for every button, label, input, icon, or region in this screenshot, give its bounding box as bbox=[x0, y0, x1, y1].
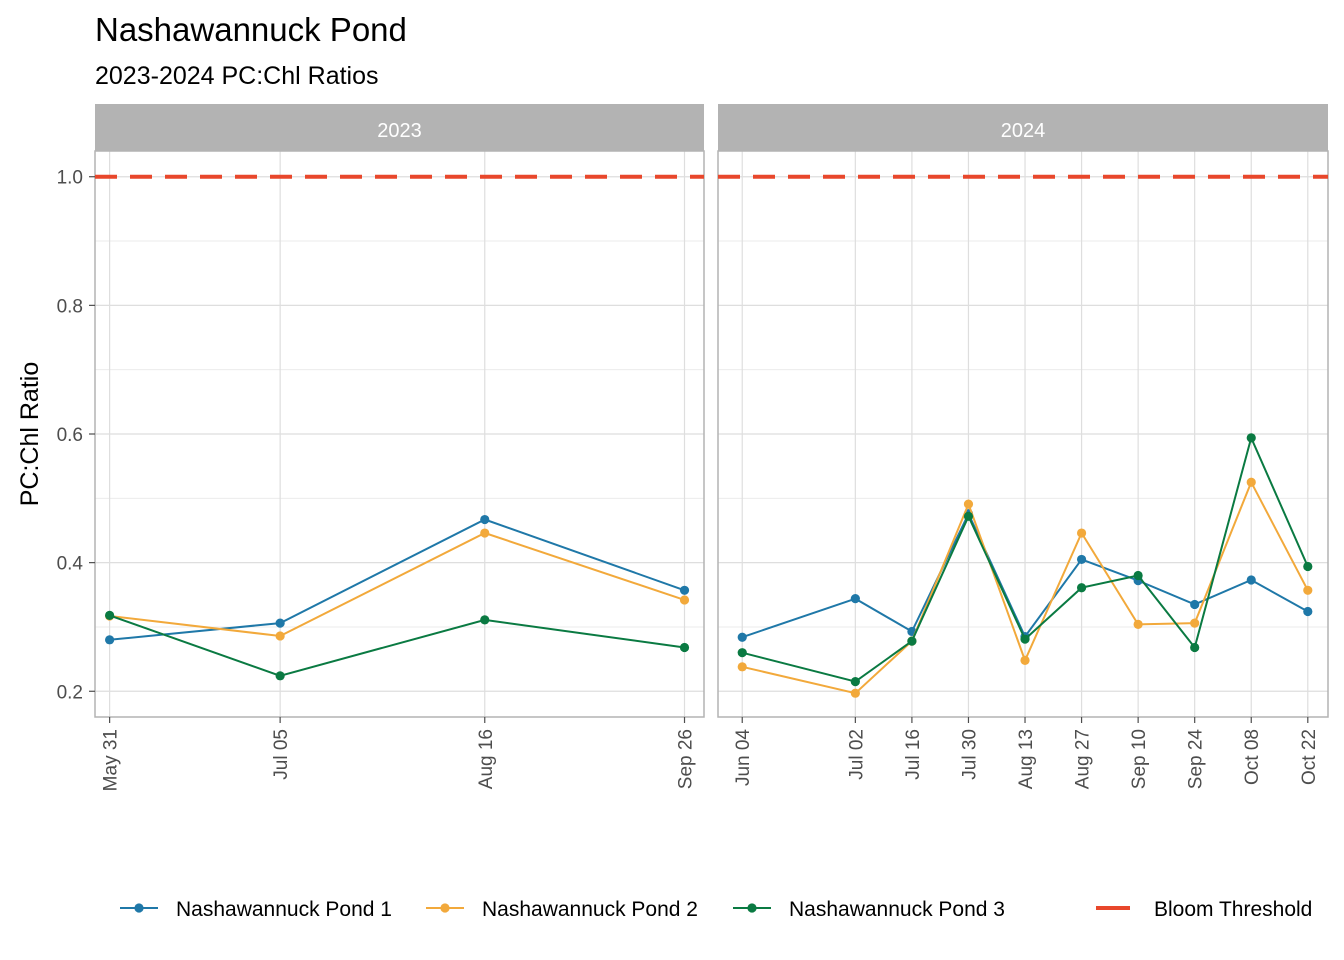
data-point bbox=[1020, 655, 1030, 666]
y-tick-label: 1.0 bbox=[57, 168, 83, 189]
chart-subtitle: 2023-2024 PC:Chl Ratios bbox=[95, 62, 379, 90]
data-point bbox=[1076, 583, 1087, 593]
legend-item-2: Nashawannuck Pond 2 bbox=[426, 898, 698, 921]
facet-panel-2023: 2023 May 31 Jul 05 Aug 16 Sep 26 0.2 0.4 0.6 0.8… bbox=[57, 104, 705, 791]
series-line bbox=[741, 434, 1309, 683]
x-tick-label: Jul 30 bbox=[959, 729, 980, 780]
y-tick-label: 0.6 bbox=[57, 425, 83, 446]
x-tick-label: Jul 05 bbox=[271, 729, 292, 780]
y-tick-label: 0.2 bbox=[57, 682, 83, 703]
data-point bbox=[679, 585, 690, 595]
legend-item-4: Bloom Threshold bbox=[1096, 898, 1312, 921]
data-point bbox=[1190, 618, 1200, 628]
data-point bbox=[850, 594, 860, 604]
data-point bbox=[1246, 477, 1256, 487]
x-tick-label: Sep 24 bbox=[1186, 729, 1207, 790]
x-tick-label: Aug 16 bbox=[476, 729, 497, 789]
data-point bbox=[737, 662, 747, 672]
data-point bbox=[1020, 634, 1030, 644]
facet-strip-label: 2024 bbox=[1001, 120, 1046, 142]
chart-title: Nashawannuck Pond bbox=[95, 11, 407, 48]
data-point bbox=[275, 618, 285, 628]
data-point bbox=[275, 671, 285, 681]
data-point bbox=[1133, 619, 1143, 629]
y-axis-label: PC:Chl Ratio bbox=[16, 362, 44, 507]
x-tick-label: May 31 bbox=[101, 729, 122, 791]
data-point bbox=[480, 615, 490, 625]
data-point bbox=[963, 499, 974, 509]
legend-key-point bbox=[134, 903, 144, 913]
data-point bbox=[1303, 561, 1313, 572]
data-point bbox=[737, 632, 747, 642]
series-pond-2 bbox=[105, 528, 690, 641]
data-point bbox=[1076, 554, 1087, 565]
y-tick-label: 0.8 bbox=[57, 296, 83, 317]
data-point bbox=[963, 511, 974, 521]
data-point bbox=[480, 528, 490, 538]
x-tick-label: Oct 08 bbox=[1242, 729, 1263, 785]
data-point bbox=[275, 631, 285, 641]
x-tick-label: Aug 27 bbox=[1073, 729, 1094, 789]
legend-label: Bloom Threshold bbox=[1154, 898, 1312, 921]
x-tick-label: Sep 26 bbox=[676, 729, 697, 789]
legend-label: Nashawannuck Pond 2 bbox=[482, 898, 698, 921]
x-tick-label: Jul 02 bbox=[846, 729, 867, 780]
facet-strip bbox=[718, 104, 1328, 151]
data-point bbox=[737, 648, 747, 658]
data-point bbox=[850, 688, 860, 698]
y-tick-label: 0.4 bbox=[57, 554, 84, 575]
series-line bbox=[109, 531, 685, 638]
x-tick-label: Jul 16 bbox=[903, 729, 924, 780]
data-point bbox=[1303, 606, 1313, 617]
data-point bbox=[1246, 575, 1256, 585]
facet-strip-label: 2023 bbox=[377, 120, 422, 142]
facet-panel-2024: 2024 Jun 04 Jul 02 Jul 16 Jul 30 Aug 13 Aug 27… bbox=[717, 104, 1329, 790]
data-point bbox=[1190, 599, 1200, 610]
series-line bbox=[109, 518, 685, 641]
panel-border bbox=[717, 150, 1329, 718]
series-pond-2 bbox=[737, 477, 1313, 698]
x-tick-label: Sep 10 bbox=[1129, 729, 1150, 789]
series-line bbox=[741, 479, 1309, 695]
data-point bbox=[1190, 642, 1200, 653]
series-pond-3 bbox=[105, 610, 690, 681]
data-point bbox=[907, 636, 917, 646]
data-point bbox=[679, 595, 690, 605]
legend-key-point bbox=[440, 903, 450, 913]
data-point bbox=[105, 610, 115, 620]
data-point bbox=[1076, 528, 1087, 538]
legend-key-point bbox=[747, 903, 757, 913]
legend-item-3: Nashawannuck Pond 3 bbox=[733, 898, 1005, 921]
data-point bbox=[850, 677, 860, 687]
series-pond-1 bbox=[105, 514, 690, 645]
legend-label: Nashawannuck Pond 3 bbox=[789, 898, 1005, 921]
x-tick-label: Aug 13 bbox=[1016, 729, 1037, 789]
data-point bbox=[480, 514, 490, 525]
data-point bbox=[1133, 570, 1143, 581]
legend-item-1: Nashawannuck Pond 1 bbox=[120, 898, 392, 921]
legend-label: Nashawannuck Pond 1 bbox=[176, 898, 392, 921]
data-point bbox=[1246, 433, 1256, 443]
data-point bbox=[105, 635, 115, 645]
x-tick-label: Jun 04 bbox=[733, 729, 754, 786]
x-tick-label: Oct 22 bbox=[1299, 729, 1320, 785]
legend: Nashawannuck Pond 1 Nashawannuck Pond 2 Na… bbox=[120, 898, 1312, 921]
facet-panels: 2023 May 31 Jul 05 Aug 16 Sep 26 0.2 0.4 0.6 0.8… bbox=[57, 104, 1329, 791]
series-pond-3 bbox=[737, 433, 1313, 687]
data-point bbox=[1303, 585, 1313, 595]
facet-strip bbox=[95, 104, 704, 151]
data-point bbox=[679, 642, 690, 653]
series-line bbox=[109, 614, 685, 677]
